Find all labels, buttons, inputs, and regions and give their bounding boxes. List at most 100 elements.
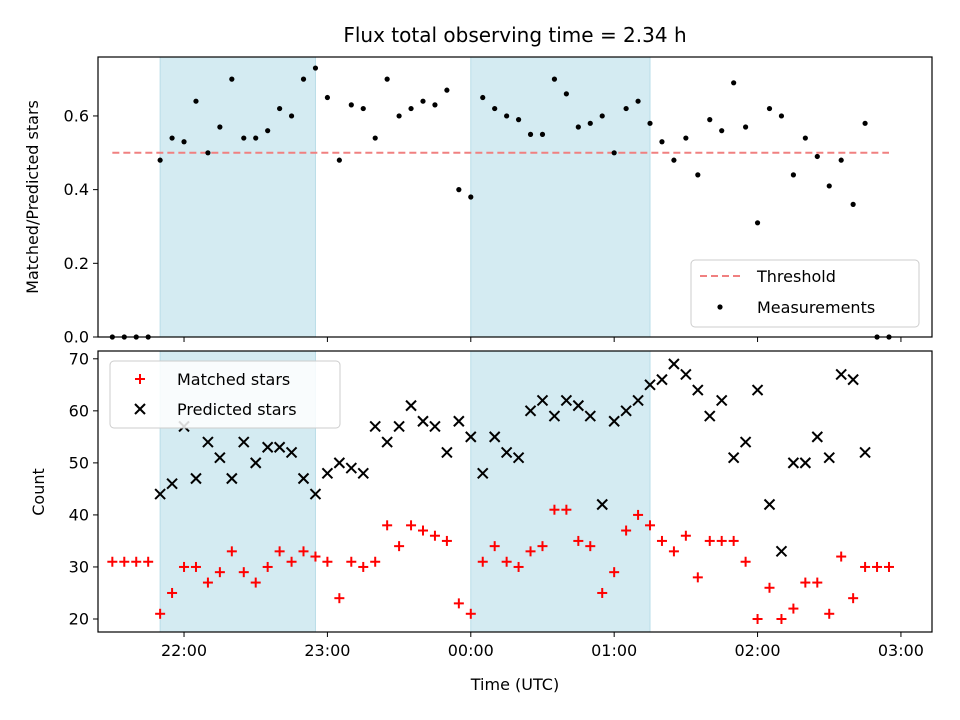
predicted-point <box>250 457 262 469</box>
predicted-point <box>716 394 728 407</box>
matched-point <box>370 556 381 567</box>
matched-point <box>848 593 859 604</box>
predicted-point <box>727 451 740 464</box>
measurement-point <box>181 139 187 145</box>
predicted-point <box>847 373 859 386</box>
predicted-point <box>572 399 585 412</box>
matched-point <box>788 603 799 614</box>
matched-point <box>298 546 309 557</box>
predicted-point <box>596 498 608 511</box>
measurement-point <box>468 194 474 200</box>
top-x-ticks <box>183 337 902 342</box>
predicted-point <box>811 431 824 443</box>
matched-point <box>155 608 166 619</box>
predicted-point <box>859 446 871 459</box>
matched-point <box>824 608 835 619</box>
measurement-point <box>408 105 414 112</box>
measurement-point <box>862 120 868 126</box>
measurement-point <box>838 157 844 163</box>
predicted-point <box>692 384 704 396</box>
matched-point <box>609 567 620 578</box>
predicted-point <box>166 477 178 490</box>
predicted-point <box>775 545 788 558</box>
matched-point <box>776 613 787 624</box>
predicted-point <box>345 462 358 474</box>
measurement-point <box>360 105 366 112</box>
matched-point <box>860 561 871 572</box>
measurement-point <box>205 150 211 156</box>
predicted-point <box>285 446 298 459</box>
bottom-y-axis-label: Count <box>29 468 48 516</box>
matched-point <box>238 567 249 578</box>
top-shaded-intervals <box>159 56 651 338</box>
measurement-point <box>563 91 569 97</box>
matched-point <box>680 530 691 541</box>
measurement-point <box>492 105 498 112</box>
measurement-point <box>444 87 450 93</box>
measurement-point <box>480 94 486 101</box>
top-axes-frame <box>97 56 933 338</box>
matched-point <box>453 598 464 609</box>
predicted-point <box>739 436 752 448</box>
bottom-xtick-label: 00:00 <box>448 641 494 660</box>
measurement-point <box>157 157 163 163</box>
matched-point <box>441 535 452 546</box>
predicted-point <box>608 415 620 427</box>
matched-point <box>131 556 142 567</box>
bottom-xtick-label: 01:00 <box>591 641 637 660</box>
measurement-point <box>551 76 558 82</box>
predicted-point <box>261 441 274 453</box>
measurement-point <box>659 139 665 145</box>
predicted-point <box>321 467 334 479</box>
bottom-ytick-label: 40 <box>69 505 89 524</box>
predicted-point <box>620 405 632 417</box>
bottom-legend-box <box>109 360 341 429</box>
matched-point <box>872 561 883 572</box>
matched-point <box>645 520 656 531</box>
matched-point <box>704 535 715 546</box>
predicted-point <box>584 410 596 422</box>
matched-point <box>764 582 775 593</box>
matched-point <box>549 504 560 515</box>
measurement-point <box>575 124 581 130</box>
predicted-point <box>309 488 322 500</box>
matched-point <box>800 577 811 588</box>
bottom-xtick-label: 22:00 <box>161 641 207 660</box>
bottom-xtick-label: 03:00 <box>878 641 924 660</box>
matched-point <box>585 541 596 552</box>
measurement-point <box>719 128 725 134</box>
bottom-y-ticks: 20 30 40 50 60 70 <box>69 349 98 628</box>
matched-point <box>406 520 417 531</box>
measurement-point <box>312 65 319 71</box>
measurement-point <box>515 117 522 123</box>
predicted-point <box>190 472 202 485</box>
matched-point <box>334 593 345 604</box>
measurement-point <box>671 157 677 163</box>
measurement-point <box>611 150 617 156</box>
predicted-point <box>333 457 346 469</box>
measurement-point <box>683 135 689 141</box>
top-data-points <box>109 65 892 340</box>
matched-point <box>477 556 488 567</box>
predicted-point <box>297 472 310 485</box>
matched-point <box>561 504 572 515</box>
top-y-axis-label: Matched/Predicted stars <box>23 100 42 294</box>
top-ytick-label: 0.2 <box>64 254 89 273</box>
matched-point <box>716 535 727 546</box>
top-shade-0 <box>159 56 316 338</box>
matched-point <box>537 541 548 552</box>
matched-point <box>429 530 440 541</box>
legend-measurements-swatch <box>717 304 723 310</box>
measurement-point <box>348 102 354 108</box>
bottom-ytick-label: 70 <box>69 349 89 368</box>
matched-point <box>250 577 261 588</box>
legend-matched-label: Matched stars <box>177 370 290 389</box>
predicted-point <box>512 451 525 464</box>
predicted-point <box>500 446 513 459</box>
bottom-ytick-label: 50 <box>69 453 89 472</box>
matched-point <box>119 556 130 567</box>
legend-x-mark <box>134 403 146 415</box>
measurement-point <box>850 201 856 207</box>
top-legend-box <box>690 259 920 328</box>
